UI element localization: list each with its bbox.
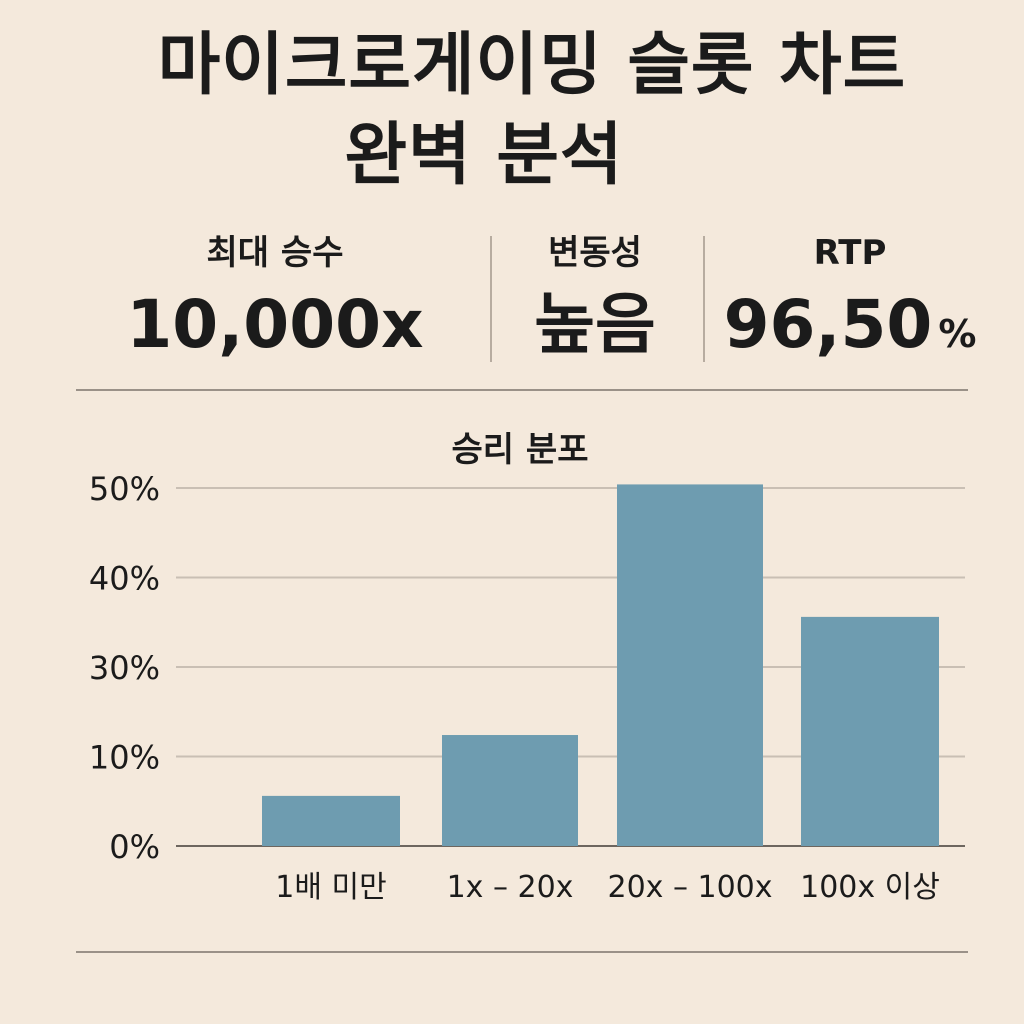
stat-max-win-value: 10,000x (126, 286, 424, 363)
section-divider-top (76, 389, 968, 391)
y-tick-label: 40% (89, 560, 160, 598)
y-tick-label: 10% (89, 739, 160, 777)
x-tick-label: 100x 이상 (800, 870, 940, 905)
stat-rtp: RTP 96,50% (715, 236, 985, 358)
y-tick-label: 50% (89, 470, 160, 508)
page-title-line-1: 마이크로게이밍 슬롯 차트 (157, 26, 907, 105)
bar-1 (262, 795, 400, 846)
stat-divider (490, 236, 492, 362)
stat-volatility-label: 변동성 (548, 233, 642, 273)
page-title-line-2: 완벽 분석 (344, 116, 624, 195)
x-tick-label: 20x – 100x (607, 870, 772, 905)
x-tick-label: 1배 미만 (275, 870, 386, 905)
stat-volatility-value: 높음 (534, 286, 656, 363)
stat-divider (703, 236, 705, 362)
stat-volatility: 변동성 높음 (500, 236, 690, 358)
chart-title: 승리 분포 (451, 430, 589, 470)
y-tick-label: 30% (89, 649, 160, 687)
stat-rtp-unit: % (938, 312, 977, 356)
bar-4 (801, 616, 939, 846)
section-divider-bottom (76, 951, 968, 953)
bar-3 (617, 484, 763, 846)
stat-max-win-label: 최대 승수 (206, 233, 344, 273)
stat-rtp-number: 96,50 (723, 286, 933, 363)
x-tick-label: 1x – 20x (447, 870, 574, 905)
y-tick-label: 0% (109, 828, 160, 866)
stat-rtp-value: 96,50% (715, 292, 985, 358)
stat-rtp-label: RTP (813, 233, 887, 273)
bar-2 (442, 735, 578, 846)
stat-max-win: 최대 승수 10,000x (110, 236, 440, 358)
